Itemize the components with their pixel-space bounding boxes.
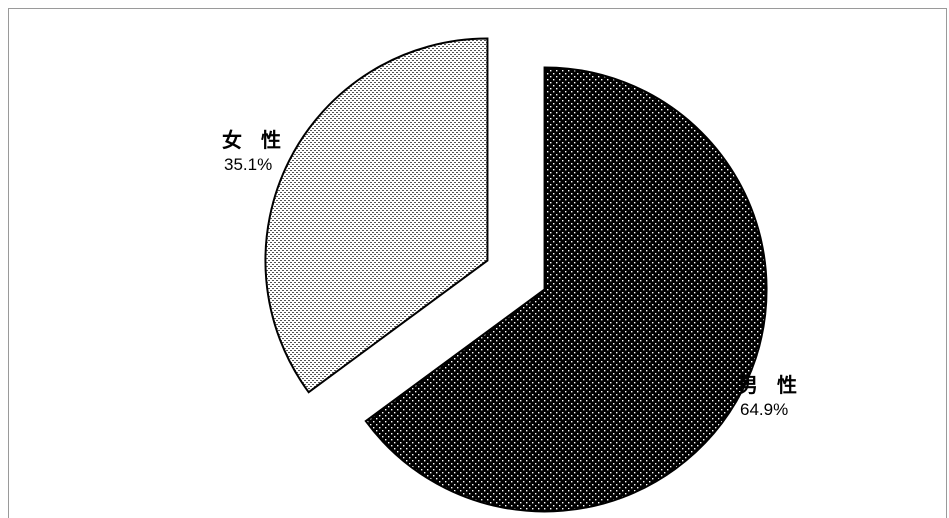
label-female-value: 35.1% xyxy=(224,155,272,174)
chart-frame xyxy=(8,8,947,518)
label-female-name: 女 性 xyxy=(222,128,287,152)
slice-female xyxy=(264,37,489,394)
slice-male xyxy=(364,66,768,513)
label-male-name: 男 性 xyxy=(738,373,803,397)
label-male-value: 64.9% xyxy=(740,400,788,419)
